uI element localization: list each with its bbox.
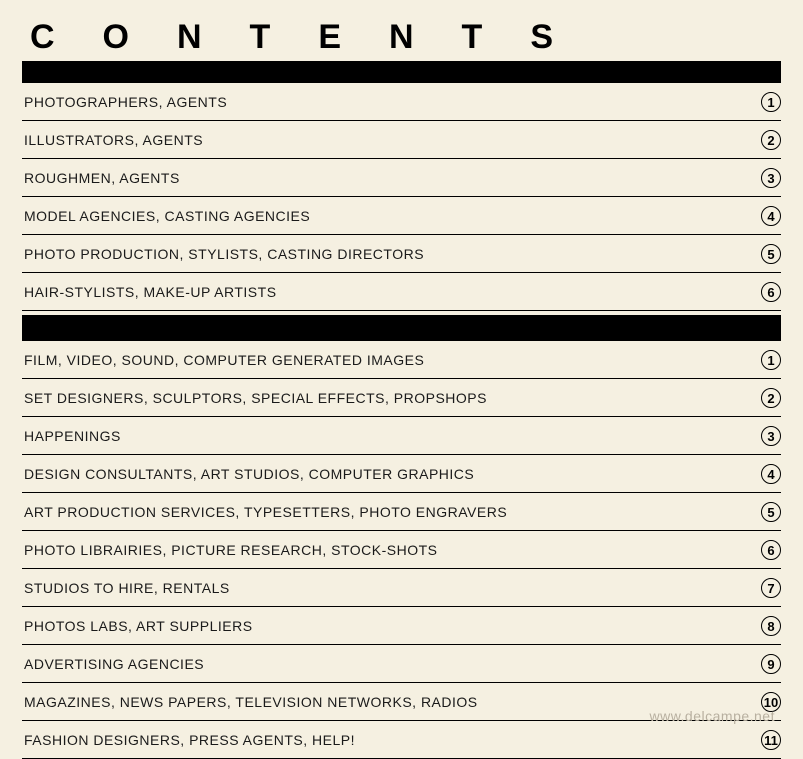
toc-label: HAPPENINGS — [22, 428, 121, 444]
table-row: SET DESIGNERS, SCULPTORS, SPECIAL EFFECT… — [22, 379, 781, 417]
toc-number-circle: 6 — [761, 540, 781, 560]
table-row: MODEL AGENCIES, CASTING AGENCIES 4 — [22, 197, 781, 235]
toc-label: FASHION DESIGNERS, PRESS AGENTS, HELP! — [22, 732, 355, 748]
toc-label: PHOTO PRODUCTION, STYLISTS, CASTING DIRE… — [22, 246, 424, 262]
toc-number-circle: 2 — [761, 388, 781, 408]
title-underline-bar — [22, 61, 781, 83]
table-row: DESIGN CONSULTANTS, ART STUDIOS, COMPUTE… — [22, 455, 781, 493]
toc-label: MODEL AGENCIES, CASTING AGENCIES — [22, 208, 310, 224]
table-row: PHOTO PRODUCTION, STYLISTS, CASTING DIRE… — [22, 235, 781, 273]
toc-number-circle: 5 — [761, 502, 781, 522]
toc-number-circle: 4 — [761, 464, 781, 484]
toc-number-circle: 5 — [761, 244, 781, 264]
toc-label: ADVERTISING AGENCIES — [22, 656, 204, 672]
toc-label: ROUGHMEN, AGENTS — [22, 170, 180, 186]
section-divider-bar — [22, 315, 781, 341]
toc-number-circle: 9 — [761, 654, 781, 674]
toc-label: HAIR-STYLISTS, MAKE-UP ARTISTS — [22, 284, 277, 300]
table-row: ART PRODUCTION SERVICES, TYPESETTERS, PH… — [22, 493, 781, 531]
toc-number-circle: 3 — [761, 168, 781, 188]
page-title: CONTENTS — [22, 18, 781, 61]
toc-label: STUDIOS TO HIRE, RENTALS — [22, 580, 230, 596]
table-row: FILM, VIDEO, SOUND, COMPUTER GENERATED I… — [22, 341, 781, 379]
watermark-text: www.delcampe.net — [649, 708, 775, 724]
toc-number-circle: 11 — [761, 730, 781, 750]
toc-number-circle: 3 — [761, 426, 781, 446]
toc-label: SET DESIGNERS, SCULPTORS, SPECIAL EFFECT… — [22, 390, 487, 406]
toc-label: PHOTOGRAPHERS, AGENTS — [22, 94, 227, 110]
toc-label: DESIGN CONSULTANTS, ART STUDIOS, COMPUTE… — [22, 466, 474, 482]
table-row: ILLUSTRATORS, AGENTS 2 — [22, 121, 781, 159]
toc-number-circle: 7 — [761, 578, 781, 598]
toc-number-circle: 2 — [761, 130, 781, 150]
toc-number-circle: 6 — [761, 282, 781, 302]
toc-label: PHOTO LIBRAIRIES, PICTURE RESEARCH, STOC… — [22, 542, 438, 558]
toc-label: MAGAZINES, NEWS PAPERS, TELEVISION NETWO… — [22, 694, 478, 710]
table-row: PHOTO LIBRAIRIES, PICTURE RESEARCH, STOC… — [22, 531, 781, 569]
table-row: ADVERTISING AGENCIES 9 — [22, 645, 781, 683]
table-row: HAIR-STYLISTS, MAKE-UP ARTISTS 6 — [22, 273, 781, 311]
toc-number-circle: 8 — [761, 616, 781, 636]
table-row: ROUGHMEN, AGENTS 3 — [22, 159, 781, 197]
toc-label: FILM, VIDEO, SOUND, COMPUTER GENERATED I… — [22, 352, 424, 368]
toc-number-circle: 1 — [761, 350, 781, 370]
toc-label: ART PRODUCTION SERVICES, TYPESETTERS, PH… — [22, 504, 507, 520]
table-row: PHOTOGRAPHERS, AGENTS 1 — [22, 83, 781, 121]
toc-label: PHOTOS LABS, ART SUPPLIERS — [22, 618, 253, 634]
toc-number-circle: 1 — [761, 92, 781, 112]
toc-number-circle: 4 — [761, 206, 781, 226]
table-row: FASHION DESIGNERS, PRESS AGENTS, HELP! 1… — [22, 721, 781, 759]
table-row: STUDIOS TO HIRE, RENTALS 7 — [22, 569, 781, 607]
table-row: PHOTOS LABS, ART SUPPLIERS 8 — [22, 607, 781, 645]
table-row: HAPPENINGS 3 — [22, 417, 781, 455]
toc-label: ILLUSTRATORS, AGENTS — [22, 132, 203, 148]
